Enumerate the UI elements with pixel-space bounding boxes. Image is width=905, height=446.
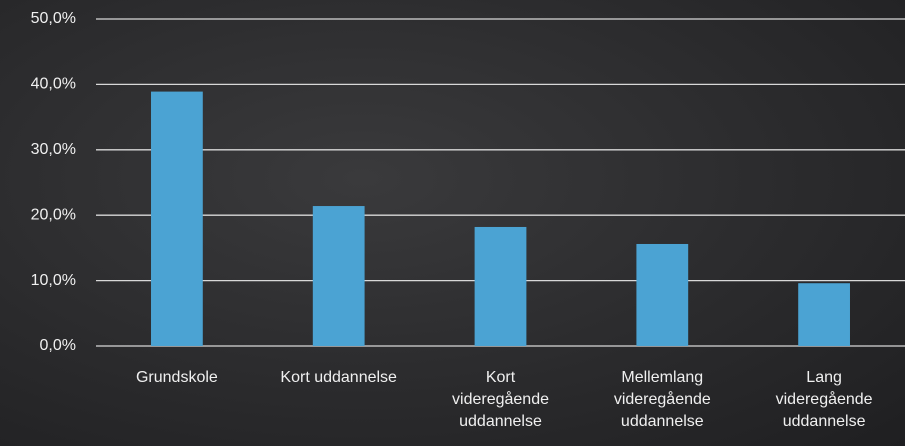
y-tick-label: 10,0% xyxy=(31,272,76,289)
bar xyxy=(636,243,689,346)
y-tick-label: 0,0% xyxy=(40,337,76,354)
x-tick-label: Mellemlang videregående uddannelse xyxy=(613,369,711,430)
y-tick-label: 50,0% xyxy=(31,10,76,27)
bar xyxy=(151,91,203,347)
y-tick-label: 40,0% xyxy=(31,76,76,93)
bar xyxy=(474,226,527,346)
x-tick-label: Kort uddannelse xyxy=(280,369,397,386)
y-tick-label: 30,0% xyxy=(31,141,76,158)
x-tick-label: Lang videregående uddannelse xyxy=(775,369,873,430)
bar xyxy=(798,283,850,346)
x-tick-label: Kort videregående uddannelse xyxy=(452,369,549,430)
y-tick-label: 20,0% xyxy=(31,206,76,223)
bar xyxy=(312,206,365,346)
x-tick-label: Grundskole xyxy=(135,369,218,386)
